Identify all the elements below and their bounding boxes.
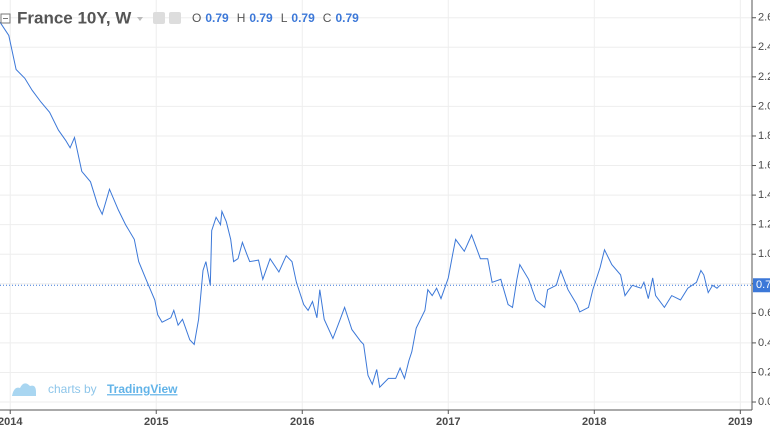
last-value-label: 0.79: [756, 279, 770, 291]
y-tick-label: 1.0: [758, 248, 770, 260]
chart-title: France 10Y, W: [17, 8, 132, 27]
x-tick-label: 2016: [290, 416, 314, 428]
ohlc-key: C: [323, 11, 332, 25]
ohlc-key: H: [237, 11, 246, 25]
y-tick-label: 1.6: [758, 159, 770, 171]
axes: 0.00.20.40.60.81.01.21.41.61.82.02.22.42…: [0, 12, 770, 428]
ohlc-value: 0.79: [335, 11, 359, 25]
dropdown-arrow[interactable]: [137, 17, 143, 21]
x-tick-label: 2019: [728, 416, 752, 428]
x-tick-label: 2014: [0, 416, 23, 428]
y-tick-label: 1.8: [758, 130, 770, 142]
y-tick-label: 0.4: [758, 337, 770, 349]
y-tick-label: 0.2: [758, 366, 770, 378]
y-tick-label: 1.4: [758, 189, 770, 201]
y-tick-label: 2.6: [758, 12, 770, 24]
ohlc-legend: O 0.79 H 0.79 L 0.79 C 0.79: [192, 11, 359, 25]
watermark-brand[interactable]: TradingView: [107, 382, 178, 396]
x-tick-label: 2015: [144, 416, 168, 428]
last-value-box: [753, 278, 770, 293]
watermark-text: charts by: [48, 382, 97, 396]
x-tick-label: 2018: [582, 416, 606, 428]
y-tick-label: 2.0: [758, 100, 770, 112]
y-tick-label: 0.6: [758, 307, 770, 319]
watermark: charts by TradingView: [12, 382, 178, 396]
settings-icon[interactable]: [153, 12, 165, 24]
ohlc-key: O: [192, 11, 201, 25]
y-tick-label: 2.2: [758, 71, 770, 83]
ohlc-key: L: [281, 11, 288, 25]
ohlc-value: 0.79: [249, 11, 273, 25]
grid: [0, 0, 752, 410]
ohlc-value: 0.79: [291, 11, 315, 25]
format-icon[interactable]: [169, 12, 181, 24]
ohlc-value: 0.79: [205, 11, 229, 25]
y-tick-label: 1.2: [758, 219, 770, 231]
plot-area: [0, 21, 752, 389]
y-tick-label: 2.4: [758, 41, 770, 53]
x-tick-label: 2017: [436, 416, 460, 428]
price-line: [0, 21, 721, 389]
watermark-logo: [12, 383, 36, 396]
y-tick-label: 0.0: [758, 396, 770, 408]
